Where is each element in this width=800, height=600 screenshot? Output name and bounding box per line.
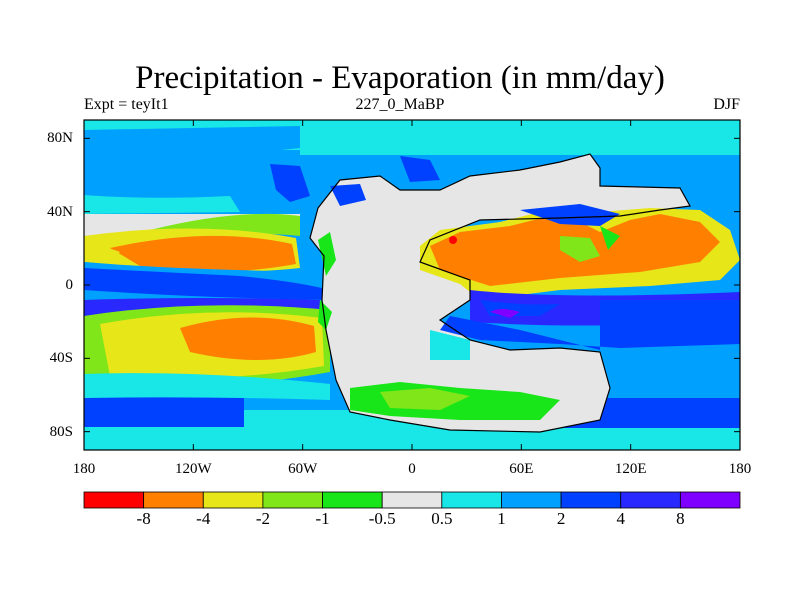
colorbar-swatch xyxy=(560,491,622,509)
lat-label: 80S xyxy=(49,423,73,440)
colorbar-label: 4 xyxy=(616,509,625,528)
lat-label: 0 xyxy=(65,277,74,293)
lon-label: 120E xyxy=(614,461,647,477)
pangaea-land-field xyxy=(310,154,690,432)
colorbar-swatch xyxy=(441,491,502,509)
colorbar-label: 2 xyxy=(556,509,566,528)
colorbar-label: 1 xyxy=(497,509,506,528)
experiment-label: Expt = teyIt1 xyxy=(84,96,169,113)
lon-label: 120W xyxy=(174,461,212,477)
colorbar-swatch xyxy=(202,491,264,509)
colorbar-label: -1 xyxy=(315,509,330,528)
lon-label: 180 xyxy=(72,461,96,477)
map-title: Precipitation - Evaporation (in mm/day) xyxy=(135,60,665,96)
site-marker xyxy=(449,236,457,244)
axis-ticks xyxy=(83,120,741,450)
lat-label: 40S xyxy=(49,350,73,367)
lon-label: 60E xyxy=(509,461,534,477)
colorbar-label: -0.5 xyxy=(368,509,396,528)
continent-outline xyxy=(309,153,691,433)
precip-evap-field xyxy=(84,120,740,450)
colorbar-label: -2 xyxy=(255,509,270,528)
colorbar-label: 0.5 xyxy=(431,509,453,528)
colorbar-label: 8 xyxy=(676,509,685,528)
colorbar-label: -8 xyxy=(136,509,151,528)
colorbar-swatch xyxy=(262,491,323,509)
lon-label: 0 xyxy=(408,461,416,477)
lon-label: 180 xyxy=(728,461,752,477)
colorbar-swatch xyxy=(381,491,443,509)
period-label: 227_0_MaBP xyxy=(355,96,445,113)
colorbar-swatch xyxy=(322,491,383,509)
colorbar-swatch xyxy=(143,491,204,509)
colorbar xyxy=(83,491,741,509)
colorbar-swatch xyxy=(620,491,681,509)
colorbar-label: -4 xyxy=(196,509,211,528)
colorbar-swatch xyxy=(83,491,145,509)
season-label: DJF xyxy=(713,96,740,113)
lat-label: 40N xyxy=(47,203,73,220)
lon-label: 60W xyxy=(288,461,318,477)
colorbar-swatch xyxy=(501,491,562,509)
lat-label: 80N xyxy=(47,130,73,147)
colorbar-swatch xyxy=(679,491,741,509)
